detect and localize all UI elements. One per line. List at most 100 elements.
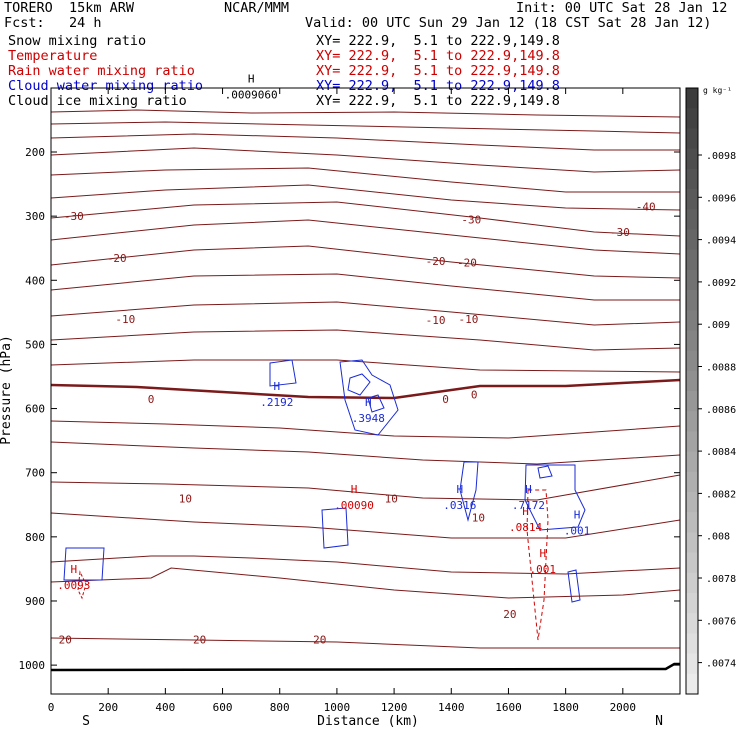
field-xy-snow: XY= 222.9, 5.1 to 222.9,149.8 [316,33,560,49]
y-tick-label: 200 [25,146,45,159]
isotherm-label: 0 [442,393,449,406]
field-label-cloud-water: Cloud water mixing ratio [8,78,204,94]
colorbar-swatch [686,613,698,634]
colorbar-swatch [686,108,698,129]
field-xy-cloud-ice: XY= 222.9, 5.1 to 222.9,149.8 [316,93,560,109]
colorbar-swatch [686,209,698,230]
y-tick-label: 400 [25,274,45,287]
valid-time: Valid: 00 UTC Sun 29 Jan 12 (18 CST Sat … [305,15,712,31]
x-tick-label: 1200 [381,701,408,714]
isotherm [50,201,681,237]
isotherm [50,420,681,439]
isotherm [50,441,681,465]
isotherm-label: -40 [636,201,656,214]
south-label: S [82,714,90,729]
isotherm [50,301,681,326]
colorbar-swatch [686,330,698,352]
isotherm-label: 10 [385,492,398,505]
cloud-water-contour [63,547,105,581]
isotherm-label: -20 [457,256,477,269]
y-tick-label: 700 [25,467,45,480]
isotherm [50,474,681,501]
isotherm-label: -10 [426,314,446,327]
contour-labels: -30 -30 -40 -30 -20 -20 -20 -10 -10 -10 0 0 0 10 10 10 2… [57,72,655,646]
colorbar: .0098 .0096 .0094 .0092 .009 .0088 .0086 .0084.… [685,87,736,695]
rain-water-label: .00090 [334,499,374,512]
isotherm [50,329,681,351]
init-time: Init: 00 UTC Sat 28 Jan 12 [516,0,728,16]
cloud-water-contour [459,461,479,522]
isotherm-label: 10 [179,492,192,505]
cloud-water-high-marker: H [574,508,581,521]
snow-high-marker: H [248,72,255,85]
cloud-water-contour [269,359,297,387]
x-tick-label: 600 [213,701,233,714]
colorbar-tick-label: .0094 [706,236,736,247]
rain-water-high-marker: H [522,505,529,518]
colorbar-swatch [686,593,698,614]
x-axis-title: Distance (km) [317,714,419,729]
y-tick-label: 900 [25,595,45,608]
isotherm-label: 0 [148,393,155,406]
isotherm [50,109,681,118]
freezing-line [50,378,681,400]
colorbar-tick-label: .008 [706,532,730,543]
field-xy-temperature: XY= 222.9, 5.1 to 222.9,149.8 [316,48,560,64]
colorbar-swatch [686,290,698,311]
colorbar-tick-label: .0084 [706,447,736,458]
x-tick-label: 1600 [495,701,522,714]
cloud-water-contour [567,569,581,603]
rain-water-contour [77,570,87,600]
plot-frame [50,87,681,695]
cloud-water-contour [537,465,553,479]
field-xy-cloud-water: XY= 222.9, 5.1 to 222.9,149.8 [316,78,560,94]
isotherm [50,359,681,373]
isotherm [50,147,681,173]
y-tick-label: 800 [25,531,45,544]
x-tick-label: 1000 [324,701,351,714]
cloud-water-label: .3948 [352,412,385,425]
colorbar-swatch [686,370,698,392]
isotherm-label: 0 [471,388,478,401]
isotherm-label: -20 [107,252,127,265]
model-title: TORERO 15km ARW [4,0,135,16]
x-tick-label: 1800 [552,701,579,714]
colorbar-tick-label: .0082 [706,489,736,500]
colorbar-tick-label: .009 [706,320,730,331]
y-axis-title: Pressure (hPa) [0,335,14,445]
axes: 0 200 400 600 800 1000 1200 1400 1600 1800 2000200… [19,88,680,714]
colorbar-swatch [686,310,698,331]
colorbar-swatch [686,391,698,412]
y-tick-label: 300 [25,210,45,223]
cloud-water-label: .0316 [443,499,476,512]
cloud-water-label: .2192 [260,396,293,409]
cloud-water-contours [63,359,586,603]
colorbar-tick-label: .0078 [706,574,736,585]
isotherm [50,637,680,649]
rain-water-high-marker: H [71,563,78,576]
cloud-water-contour [347,373,371,396]
colorbar-tick-label: .0086 [706,405,736,416]
isotherm [50,167,680,193]
field-xy-rain: XY= 222.9, 5.1 to 222.9,149.8 [316,63,560,79]
cloud-water-label: .001 [564,524,591,537]
colorbar-tick-label: .0092 [706,278,736,289]
isotherm [50,184,681,211]
rain-water-label: .0093 [57,579,90,592]
rain-water-label: .001 [530,563,557,576]
isotherm [50,121,681,134]
isotherm-label: -30 [461,213,481,226]
colorbar-swatch [686,653,698,675]
colorbar-swatch [686,269,698,291]
x-tick-label: 2000 [610,701,637,714]
cloud-water-high-marker: H [274,380,281,393]
isotherm [50,512,681,539]
colorbar-swatch [686,128,698,150]
x-tick-label: 200 [98,701,118,714]
field-label-temperature: Temperature [8,48,98,64]
forecast-hour: Fcst: 24 h [4,15,102,31]
colorbar-swatch [686,673,698,695]
colorbar-swatch [686,88,698,109]
colorbar-swatch [686,532,698,554]
colorbar-swatch [686,552,698,574]
